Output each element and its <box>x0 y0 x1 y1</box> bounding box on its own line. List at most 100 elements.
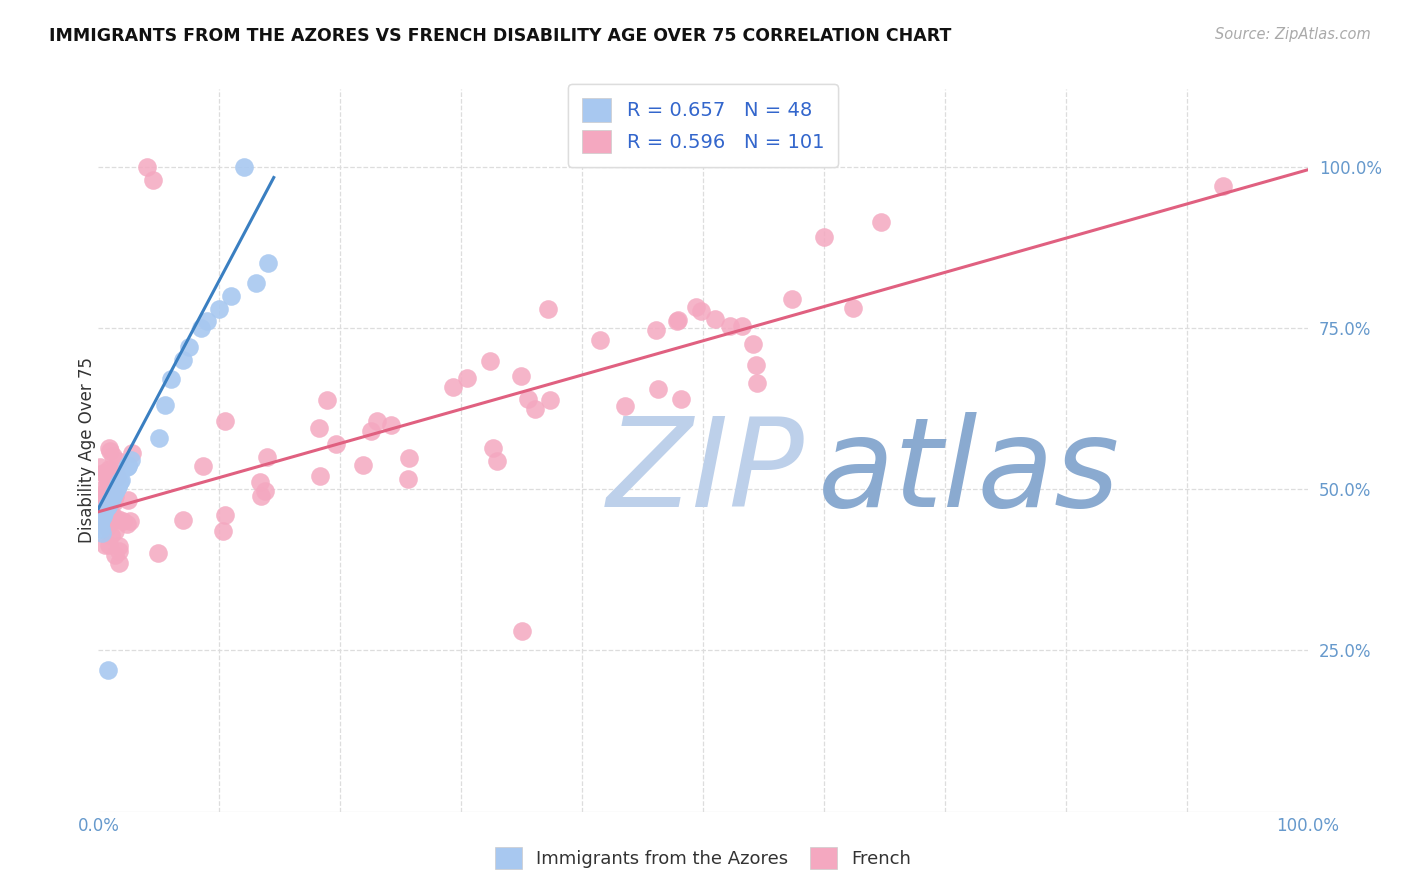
Point <box>509 369 531 384</box>
Point <box>94 516 117 530</box>
Point <box>120 514 142 528</box>
Point <box>613 399 636 413</box>
Point <box>842 301 865 316</box>
Point <box>96 500 118 515</box>
Point <box>104 548 127 562</box>
Point <box>212 524 235 538</box>
Point <box>214 508 236 522</box>
Point <box>516 392 538 406</box>
Point <box>98 507 121 521</box>
Point <box>366 414 388 428</box>
Point <box>148 546 170 560</box>
Point <box>97 498 120 512</box>
Legend: R = 0.657   N = 48, R = 0.596   N = 101: R = 0.657 N = 48, R = 0.596 N = 101 <box>568 85 838 167</box>
Point <box>398 472 420 486</box>
Point <box>665 313 688 327</box>
Point <box>456 371 478 385</box>
Point <box>398 450 420 465</box>
Point <box>309 469 332 483</box>
Point <box>745 376 768 390</box>
Point <box>96 470 118 484</box>
Point <box>94 491 117 505</box>
Point <box>104 483 127 497</box>
Text: atlas: atlas <box>818 411 1121 533</box>
Point <box>193 459 215 474</box>
Point <box>870 215 893 229</box>
Point <box>105 481 128 495</box>
Point <box>98 462 121 476</box>
Point <box>245 276 267 290</box>
Point <box>91 525 114 540</box>
Point <box>108 556 131 570</box>
Point <box>103 508 125 523</box>
Point <box>115 460 138 475</box>
Point <box>94 538 117 552</box>
Point <box>98 494 121 508</box>
Point <box>742 336 765 351</box>
Point <box>97 499 120 513</box>
Point <box>510 624 533 639</box>
Point <box>91 466 114 480</box>
Point <box>669 392 692 407</box>
Text: IMMIGRANTS FROM THE AZORES VS FRENCH DISABILITY AGE OVER 75 CORRELATION CHART: IMMIGRANTS FROM THE AZORES VS FRENCH DIS… <box>49 27 952 45</box>
Point <box>253 483 276 498</box>
Y-axis label: Disability Age Over 75: Disability Age Over 75 <box>79 358 96 543</box>
Legend: Immigrants from the Azores, French: Immigrants from the Azores, French <box>485 838 921 879</box>
Point <box>115 517 138 532</box>
Point <box>588 333 610 347</box>
Point <box>97 498 120 512</box>
Point <box>96 500 118 515</box>
Point <box>745 358 768 372</box>
Point <box>91 509 114 524</box>
Point <box>97 475 120 489</box>
Point <box>685 301 707 315</box>
Point <box>100 465 122 479</box>
Point <box>97 498 120 512</box>
Point <box>89 516 111 530</box>
Point <box>107 512 129 526</box>
Point <box>537 302 560 317</box>
Point <box>135 160 157 174</box>
Point <box>172 512 194 526</box>
Point <box>101 471 124 485</box>
Point <box>103 487 125 501</box>
Point <box>179 340 201 354</box>
Point <box>315 392 337 407</box>
Point <box>232 160 254 174</box>
Point <box>117 493 139 508</box>
Point <box>91 509 114 524</box>
Point <box>195 314 218 328</box>
Text: ZIP: ZIP <box>606 411 804 533</box>
Point <box>89 460 111 475</box>
Point <box>780 293 803 307</box>
Point <box>97 502 120 516</box>
Point <box>538 393 561 408</box>
Point <box>100 528 122 542</box>
Point <box>172 353 194 368</box>
Point <box>120 452 142 467</box>
Point <box>110 474 132 488</box>
Point <box>482 441 505 455</box>
Point <box>325 437 347 451</box>
Point <box>249 475 271 490</box>
Point <box>101 449 124 463</box>
Point <box>441 379 464 393</box>
Point <box>98 443 121 458</box>
Point <box>1212 178 1234 193</box>
Point <box>250 489 273 503</box>
Point <box>360 424 382 438</box>
Point <box>91 482 114 496</box>
Point <box>256 256 278 270</box>
Point <box>731 318 754 333</box>
Point <box>90 511 112 525</box>
Point <box>153 398 176 412</box>
Point <box>190 321 212 335</box>
Text: Source: ZipAtlas.com: Source: ZipAtlas.com <box>1215 27 1371 42</box>
Point <box>107 478 129 492</box>
Point <box>485 454 508 468</box>
Point <box>94 483 117 498</box>
Point <box>105 469 128 483</box>
Point <box>352 458 374 473</box>
Point <box>112 514 135 528</box>
Point <box>96 520 118 534</box>
